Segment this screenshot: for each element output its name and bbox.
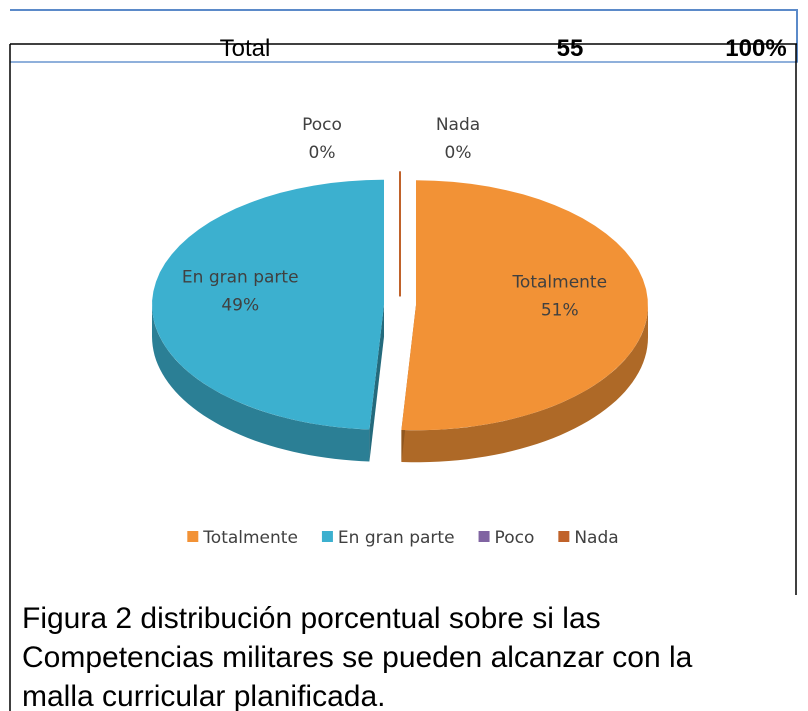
legend-swatch [478, 531, 490, 542]
data-label-value: 51% [541, 301, 579, 321]
legend-label: En gran parte [338, 528, 455, 548]
data-label-name: Totalmente [511, 273, 607, 293]
data-label-name: Nada [436, 115, 480, 135]
legend-label: Nada [574, 528, 618, 548]
data-label-value: 49% [221, 295, 259, 315]
data-label-value: 0% [309, 143, 336, 163]
data-label-name: Poco [302, 115, 342, 135]
caption: Figura 2 distribución porcentual sobre s… [22, 602, 693, 711]
pie-slice [401, 180, 648, 431]
pie-slice-side [152, 304, 370, 462]
legend-swatch [187, 531, 199, 542]
legend-label: Poco [495, 528, 535, 548]
total-label: Total [220, 35, 271, 62]
pie-slice-side [401, 305, 648, 463]
legend: Totalmente En gran parte Poco Nada [187, 528, 619, 548]
total-count: 55 [557, 35, 584, 62]
caption-line: malla curricular planificada. [22, 680, 386, 711]
data-label-value: 0% [445, 143, 472, 163]
pie-slice [152, 179, 385, 430]
legend-label: Totalmente [202, 528, 298, 548]
data-label-name: En gran parte [182, 267, 299, 287]
caption-line: Competencias militares se pueden alcanza… [22, 641, 693, 674]
caption-line: Figura 2 distribución porcentual sobre s… [22, 602, 601, 635]
pie-chart: Totalmente 51% En gran parte 49% Poco 0% Nada 0… [152, 115, 648, 463]
pie-slice-cut [369, 304, 385, 462]
legend-swatch [321, 531, 333, 542]
total-percent: 100% [725, 35, 786, 62]
legend-swatch [558, 531, 570, 542]
